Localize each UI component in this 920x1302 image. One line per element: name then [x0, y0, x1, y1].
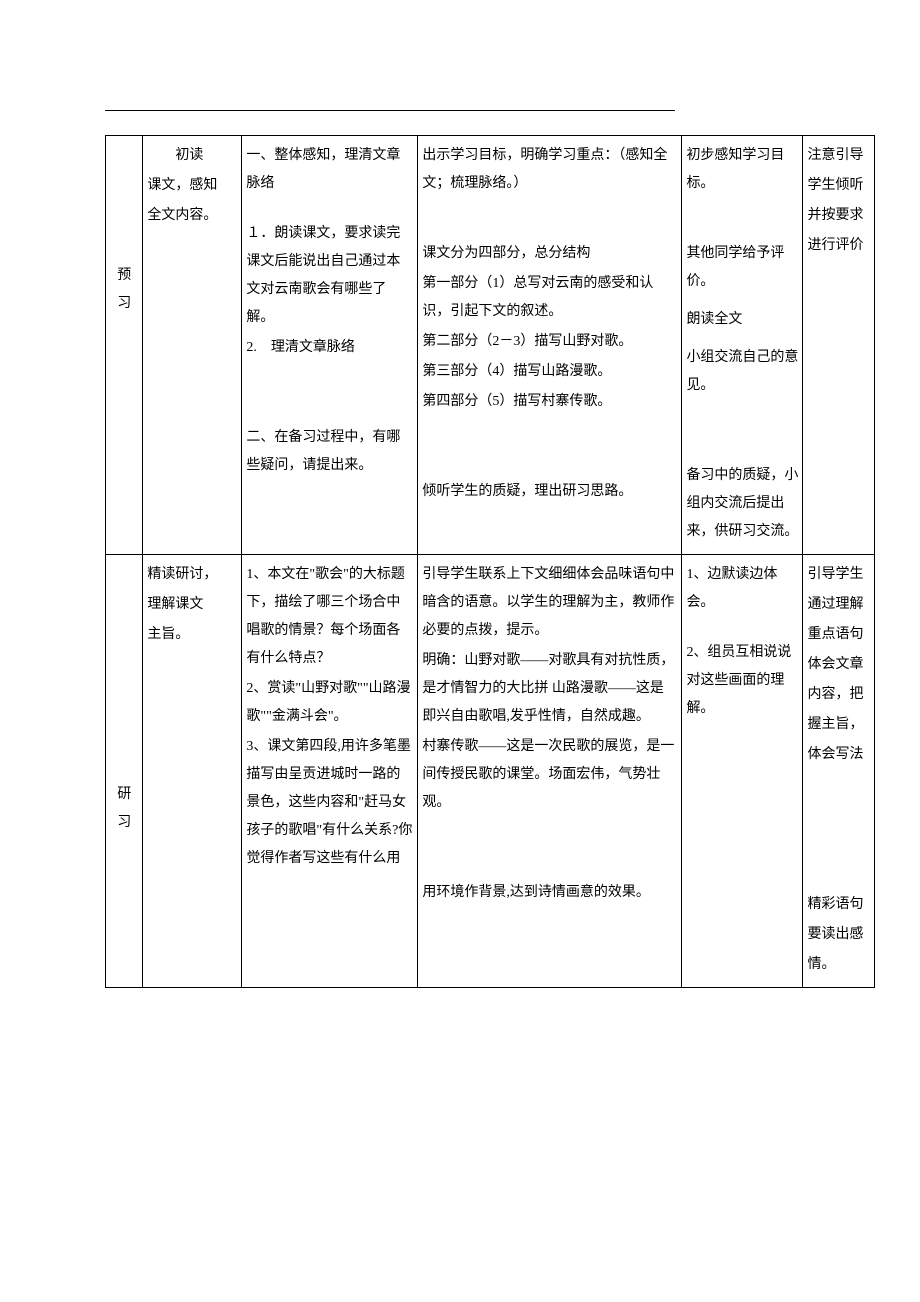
cell-text: 课文分为四部分，总分结构: [422, 240, 677, 268]
stage-cell: 预 习: [106, 136, 143, 555]
teacher-cell: 引导学生联系上下文细细体会品味语句中暗含的语意。以学生的理解为主，教师作必要的点…: [418, 555, 682, 988]
cell-text: 体会文章: [807, 651, 870, 679]
stage-char: 预: [110, 262, 138, 290]
document-page: 预 习 初读 课文，感知 全文内容。 一、整体感知，理清文章脉络 １．朗读课文，…: [0, 0, 920, 1028]
cell-text: 情。: [807, 951, 870, 979]
cell-text: 主旨。: [147, 621, 237, 649]
cell-text: 村寨传歌——这是一次民歌的展览，是一间传授民歌的课堂。场面宏伟，气势壮观。: [422, 733, 677, 817]
cell-text: 引导学生联系上下文细细体会品味语句中暗含的语意。以学生的理解为主，教师作必要的点…: [422, 561, 677, 645]
table-row: 预 习 初读 课文，感知 全文内容。 一、整体感知，理清文章脉络 １．朗读课文，…: [106, 136, 875, 555]
cell-text: 朗读全文: [686, 306, 798, 334]
cell-text: 2、组员互相说说对这些画面的理解。: [686, 639, 798, 723]
cell-text: 课文，感知: [147, 172, 237, 200]
cell-text: 要读出感: [807, 921, 870, 949]
cell-text: 重点语句: [807, 621, 870, 649]
cell-text: 二、在备习过程中，有哪些疑问，请提出来。: [246, 424, 413, 480]
cell-text: 理解课文: [147, 591, 237, 619]
cell-text: 精彩语句: [807, 891, 870, 919]
cell-text: 进行评价: [807, 232, 870, 260]
cell-text: 学生倾听: [807, 172, 870, 200]
cell-text: 2. 理清文章脉络: [246, 334, 413, 362]
cell-text: 握主旨，: [807, 711, 870, 739]
cell-text: 3、课文第四段,用许多笔墨描写由呈贡进城时一路的景色，这些内容和"赶马女孩子的歌…: [246, 733, 413, 873]
student-cell: 初步感知学习目标。 其他同学给予评价。 朗读全文 小组交流自己的意见。 备习中的…: [682, 136, 803, 555]
horizontal-rule: [105, 110, 675, 111]
cell-text: 用环境作背景,达到诗情画意的效果。: [422, 879, 677, 907]
content-cell: 1、本文在"歌会"的大标题下，描绘了哪三个场合中唱歌的情景？每个场面各有什么特点…: [242, 555, 418, 988]
cell-text: 备习中的质疑，小组内交流后提出来，供研习交流。: [686, 462, 798, 546]
cell-text: 精读研讨，: [147, 561, 237, 589]
cell-text: 出示学习目标，明确学习重点：（感知全文；梳理脉络。）: [422, 142, 677, 198]
cell-text: 其他同学给予评价。: [686, 240, 798, 296]
cell-text: 全文内容。: [147, 202, 237, 230]
cell-text: 内容，把: [807, 681, 870, 709]
student-cell: 1、边默读边体会。 2、组员互相说说对这些画面的理解。: [682, 555, 803, 988]
stage-cell: 研 习: [106, 555, 143, 988]
lesson-plan-table: 预 习 初读 课文，感知 全文内容。 一、整体感知，理清文章脉络 １．朗读课文，…: [105, 135, 875, 988]
cell-text: 注意引导: [807, 142, 870, 170]
cell-text: 1、边默读边体会。: [686, 561, 798, 617]
table-row: 研 习 精读研讨， 理解课文 主旨。 1、本文在"歌会"的大标题下，描绘了哪三个…: [106, 555, 875, 988]
cell-text: 一、整体感知，理清文章脉络: [246, 142, 413, 198]
cell-text: 明确：山野对歌——对歌具有对抗性质，是才情智力的大比拼 山路漫歌——这是即兴自由…: [422, 647, 677, 731]
content-cell: 一、整体感知，理清文章脉络 １．朗读课文，要求读完课文后能说出自己通过本文对云南…: [242, 136, 418, 555]
cell-text: 第四部分（5）描写村寨传歌。: [422, 388, 677, 416]
cell-text: 2、赏读"山野对歌""山路漫歌""金满斗会"。: [246, 675, 413, 731]
cell-text: 并按要求: [807, 202, 870, 230]
cell-text: 初读: [147, 142, 237, 170]
cell-text: 引导学生: [807, 561, 870, 589]
cell-text: 第二部分（2－3）描写山野对歌。: [422, 328, 677, 356]
stage-char: 习: [110, 290, 138, 318]
cell-text: １．朗读课文，要求读完课文后能说出自己通过本文对云南歌会有哪些了解。: [246, 220, 413, 332]
cell-text: 倾听学生的质疑，理出研习思路。: [422, 478, 677, 506]
teacher-cell: 出示学习目标，明确学习重点：（感知全文；梳理脉络。） 课文分为四部分，总分结构 …: [418, 136, 682, 555]
cell-text: 第一部分（1）总写对云南的感受和认识，引起下文的叙述。: [422, 270, 677, 326]
note-cell: 引导学生 通过理解 重点语句 体会文章 内容，把 握主旨， 体会写法 精彩语句 …: [803, 555, 875, 988]
cell-text: 通过理解: [807, 591, 870, 619]
cell-text: 初步感知学习目标。: [686, 142, 798, 198]
goal-cell: 精读研讨， 理解课文 主旨。: [143, 555, 242, 988]
cell-text: 第三部分（4）描写山路漫歌。: [422, 358, 677, 386]
cell-text: 1、本文在"歌会"的大标题下，描绘了哪三个场合中唱歌的情景？每个场面各有什么特点…: [246, 561, 413, 673]
goal-cell: 初读 课文，感知 全文内容。: [143, 136, 242, 555]
stage-char: 习: [110, 809, 138, 837]
cell-text: 体会写法: [807, 741, 870, 769]
note-cell: 注意引导 学生倾听 并按要求 进行评价: [803, 136, 875, 555]
stage-char: 研: [110, 781, 138, 809]
cell-text: 小组交流自己的意见。: [686, 344, 798, 400]
